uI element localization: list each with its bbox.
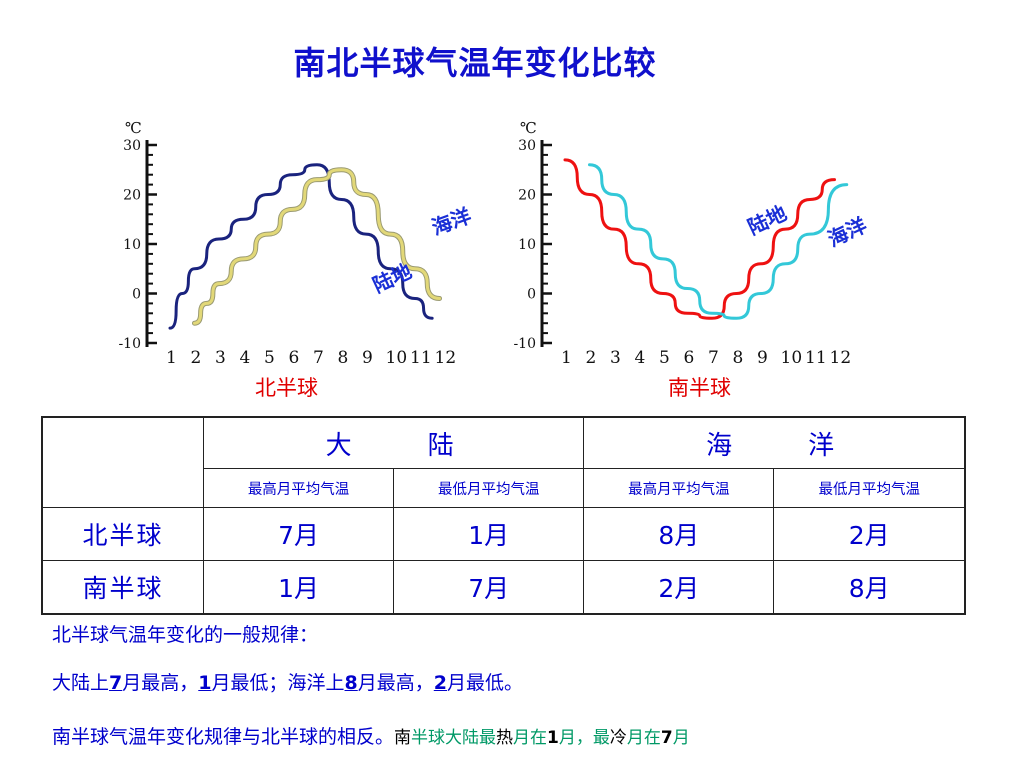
series-line-land — [563, 158, 836, 320]
y-tick-label: 30 — [123, 138, 141, 154]
x-tick-label: 3 — [215, 348, 226, 368]
x-tick-label: 10 — [386, 348, 408, 368]
table-cell: 7月 — [393, 560, 585, 615]
note-tail-part: 月，最 — [558, 728, 610, 748]
table-cell: 2月 — [773, 507, 966, 561]
note-tail-part: 月在 — [513, 728, 548, 748]
y-tick-label: -10 — [118, 336, 141, 352]
table-cell: 8月 — [583, 507, 775, 561]
x-tick-label: 11 — [410, 348, 432, 368]
southern-hemisphere-chart: ℃ 30 20 10 0 -10 1 2 3 4 5 6 7 8 9 10 11 12 陆地 海洋 — [490, 115, 870, 380]
southern-chart-caption: 南半球 — [668, 376, 731, 400]
table-subheader-row: 最高月平均气温 最低月平均气温 最高月平均气温 最低月平均气温 — [42, 468, 966, 508]
row-label-north: 北半球 — [41, 507, 204, 561]
x-tick-label: 5 — [264, 348, 275, 368]
x-tick-label: 8 — [733, 348, 744, 368]
comparison-table: 大 陆 海 洋 最高月平均气温 最低月平均气温 最高月平均气温 最低月平均气温 … — [41, 416, 966, 615]
x-tick-label: 5 — [659, 348, 670, 368]
note-tail-part: 1 — [547, 728, 559, 748]
series-line-ocean — [193, 168, 441, 325]
table-cell: 7月 — [202, 507, 395, 561]
x-tick-label: 10 — [781, 348, 803, 368]
y-tick-label: 0 — [132, 287, 141, 303]
header-continent: 大 陆 — [202, 416, 585, 469]
x-tick-label: 1 — [561, 348, 572, 368]
note-text: 月最低；海洋上 — [211, 672, 345, 694]
subheader-cell: 最低月平均气温 — [773, 468, 966, 508]
northern-hemisphere-chart: ℃ 30 20 10 0 -10 1 2 3 4 5 6 7 8 9 10 11 12 海洋 陆地 — [95, 115, 475, 380]
note-number: 1 — [198, 672, 212, 694]
x-tick-label: 6 — [289, 348, 300, 368]
curve-label: 海洋 — [429, 203, 475, 239]
note-number: 2 — [433, 672, 447, 694]
table-cell: 1月 — [393, 507, 585, 561]
y-tick-label: 0 — [527, 287, 536, 303]
table-cell: 8月 — [773, 560, 966, 615]
table-row: 南半球 1月 7月 2月 8月 — [41, 560, 966, 615]
y-tick-label: 20 — [123, 188, 141, 204]
note-tail-part: 7 — [660, 728, 673, 748]
series-line-land — [168, 163, 434, 330]
x-tick-label: 7 — [708, 348, 719, 368]
y-tick-label: 10 — [123, 237, 141, 253]
note-tail-part: 月在 — [626, 728, 661, 748]
x-tick-label: 12 — [830, 348, 852, 368]
x-tick-label: 11 — [805, 348, 827, 368]
x-tick-label: 4 — [240, 348, 251, 368]
note-tail-part: 热 — [496, 728, 514, 748]
x-tick-labels: 1 2 3 4 5 6 7 8 9 10 11 12 — [561, 348, 851, 368]
x-tick-label: 1 — [166, 348, 177, 368]
y-tick-label: 30 — [518, 138, 536, 154]
header-ocean: 海 洋 — [583, 416, 966, 469]
x-tick-label: 6 — [684, 348, 695, 368]
series-line-ocean — [588, 163, 849, 320]
x-tick-label: 3 — [610, 348, 621, 368]
subheader-cell: 最高月平均气温 — [202, 468, 395, 508]
curve-label: 海洋 — [824, 213, 870, 252]
note-tail: 南半球大陆最热月在1月，最冷月在7月 — [394, 728, 690, 748]
note-number: 8 — [344, 672, 358, 694]
northern-chart-caption: 北半球 — [255, 376, 318, 400]
row-label-south: 南半球 — [41, 560, 204, 615]
note-tail-part: 月 — [672, 728, 690, 748]
subheader-cell: 最高月平均气温 — [583, 468, 775, 508]
note-text: 南半球气温年变化规律与北半球的相反。 — [52, 726, 395, 748]
note-line-3: 南半球气温年变化规律与北半球的相反。南半球大陆最热月在1月，最冷月在7月 — [52, 722, 690, 749]
x-tick-labels: 1 2 3 4 5 6 7 8 9 10 11 12 — [166, 348, 456, 368]
note-tail-part: 南 — [394, 728, 412, 748]
x-tick-label: 2 — [586, 348, 597, 368]
curve-label: 陆地 — [744, 201, 790, 240]
note-number: 7 — [109, 672, 123, 694]
x-tick-label: 9 — [362, 348, 373, 368]
x-tick-label: 4 — [635, 348, 646, 368]
note-tail-part: 半球大陆最 — [411, 728, 497, 748]
y-tick-label: -10 — [513, 336, 536, 352]
x-tick-label: 9 — [757, 348, 768, 368]
y-unit-label: ℃ — [520, 119, 537, 137]
y-tick-label: 10 — [518, 237, 536, 253]
x-tick-label: 7 — [313, 348, 324, 368]
table-corner-cell — [41, 416, 204, 508]
subheader-cell: 最低月平均气温 — [393, 468, 585, 508]
x-tick-label: 2 — [191, 348, 202, 368]
y-tick-label: 20 — [518, 188, 536, 204]
table-header-row: 大 陆 海 洋 — [41, 416, 966, 508]
note-text: 月最高， — [357, 672, 434, 694]
x-tick-label: 8 — [338, 348, 349, 368]
table-cell: 1月 — [202, 560, 395, 615]
note-text: 月最高， — [122, 672, 199, 694]
y-unit-label: ℃ — [125, 119, 142, 137]
note-line-1: 北半球气温年变化的一般规律： — [52, 624, 319, 646]
note-text: 大陆上 — [52, 672, 110, 694]
x-tick-label: 12 — [435, 348, 457, 368]
page-title: 南北半球气温年变化比较 — [293, 44, 657, 82]
note-line-2: 大陆上7月最高，1月最低；海洋上8月最高，2月最低。 — [52, 668, 523, 695]
note-text: 月最低。 — [447, 672, 524, 694]
note-tail-part: 冷 — [609, 728, 627, 748]
table-row: 北半球 7月 1月 8月 2月 — [41, 507, 966, 561]
table-cell: 2月 — [583, 560, 775, 615]
